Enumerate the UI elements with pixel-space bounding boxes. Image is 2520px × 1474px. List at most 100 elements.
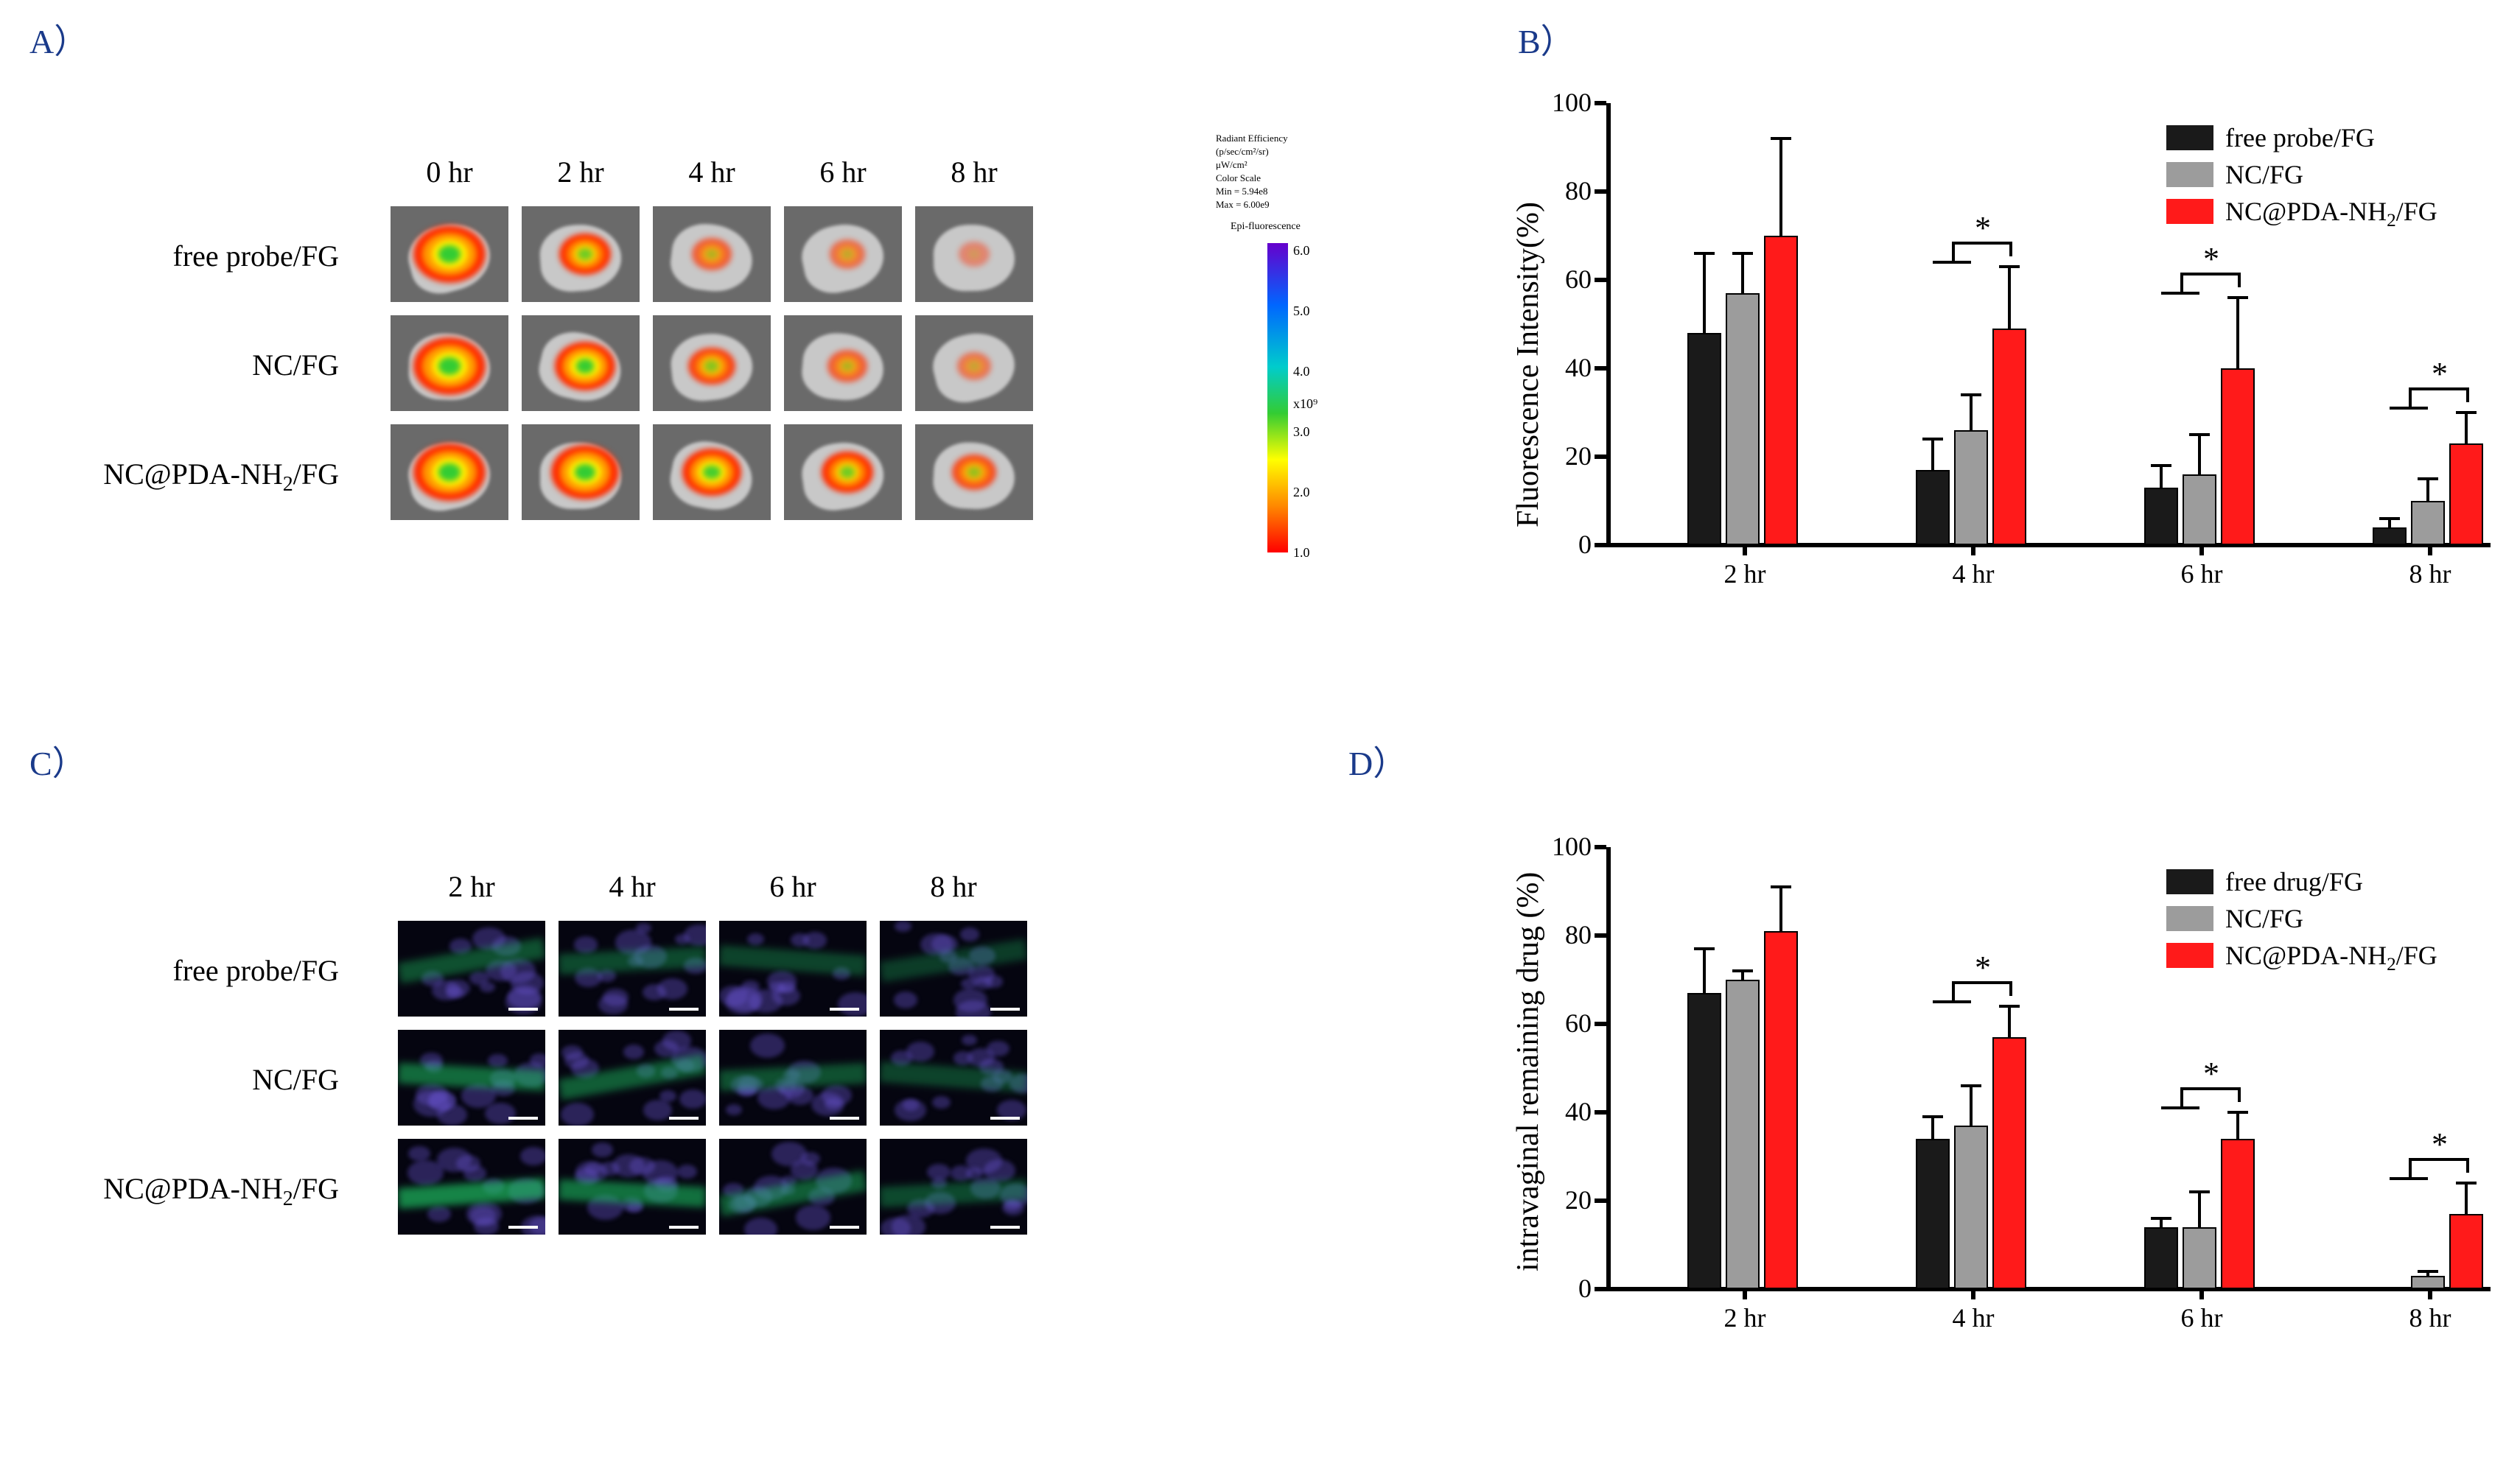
panelC-cell-r0-c1 bbox=[559, 921, 706, 1017]
legend-swatch-1 bbox=[2166, 906, 2213, 931]
panelC-row-label-0: free probe/FG bbox=[88, 953, 339, 988]
sig-star-g3: * bbox=[2432, 1126, 2448, 1163]
bar-NC@PDA-NH₂/FG-4 hr bbox=[1992, 329, 2026, 545]
panelA-cell-r2-c3 bbox=[784, 424, 902, 520]
panel-b-chart: 020406080100Fluorescence Intensity(%)2 h… bbox=[1474, 52, 2491, 685]
colorbar-unit-1: (p/sec/cm²/sr) bbox=[1216, 146, 1269, 158]
panelA-cell-r1-c0 bbox=[391, 315, 508, 411]
panelC-cell-r0-c0 bbox=[398, 921, 545, 1017]
panel-a: 0 hr2 hr4 hr6 hr8 hr free probe/FGNC/FGN… bbox=[44, 52, 1444, 685]
panel-label-c: C） bbox=[29, 737, 86, 785]
panel-c: 2 hr4 hr6 hr8 hr free probe/FGNC/FGNC@PD… bbox=[44, 781, 1297, 1429]
panelC-cell-r2-c0 bbox=[398, 1139, 545, 1235]
sig-star-g2: * bbox=[2203, 240, 2219, 278]
sig-star-g2: * bbox=[2203, 1055, 2219, 1092]
panelC-cell-r2-c1 bbox=[559, 1139, 706, 1235]
sig-star-g1: * bbox=[1975, 949, 1991, 986]
bar-free probe/FG-2 hr bbox=[1687, 333, 1721, 545]
panelC-cell-r1-c1 bbox=[559, 1030, 706, 1126]
bar-NC@PDA-NH₂/FG-6 hr bbox=[2221, 1139, 2255, 1289]
bar-NC@PDA-NH₂/FG-8 hr bbox=[2449, 1214, 2483, 1289]
sig-star-g3: * bbox=[2432, 355, 2448, 393]
legend-swatch-2 bbox=[2166, 943, 2213, 968]
legend-text-2: NC@PDA-NH2/FG bbox=[2225, 196, 2437, 231]
colorbar-unit-4: Min = 5.94e8 bbox=[1216, 186, 1268, 197]
panelA-cell-r2-c4 bbox=[915, 424, 1033, 520]
panelA-cell-r2-c1 bbox=[522, 424, 640, 520]
x-label-2 hr: 2 hr bbox=[1665, 1302, 1824, 1333]
x-label-2 hr: 2 hr bbox=[1665, 558, 1824, 589]
bar-free drug/FG-2 hr bbox=[1687, 993, 1721, 1289]
panelC-cell-r1-c3 bbox=[880, 1030, 1027, 1126]
panelA-col-0: 0 hr bbox=[391, 155, 508, 189]
x-label-4 hr: 4 hr bbox=[1894, 1302, 2053, 1333]
panelC-cell-r1-c0 bbox=[398, 1030, 545, 1126]
y-tick-100: 100 bbox=[1533, 831, 1592, 862]
legend-text-1: NC/FG bbox=[2225, 903, 2303, 934]
panelC-col-0: 2 hr bbox=[398, 869, 545, 904]
legend-swatch-2 bbox=[2166, 199, 2213, 224]
colorbar-tick-1: 5.0 bbox=[1293, 303, 1310, 319]
legend-swatch-0 bbox=[2166, 125, 2213, 150]
y-tick-100: 100 bbox=[1533, 87, 1592, 118]
panelA-cell-r1-c4 bbox=[915, 315, 1033, 411]
colorbar bbox=[1267, 243, 1288, 552]
colorbar-unit-3: Color Scale bbox=[1216, 172, 1261, 184]
bar-free drug/FG-6 hr bbox=[2144, 1227, 2178, 1289]
bar-NC@PDA-NH₂/FG-2 hr bbox=[1764, 931, 1798, 1289]
colorbar-title: Epi-fluorescence bbox=[1231, 221, 1301, 233]
legend-text-0: free probe/FG bbox=[2225, 122, 2375, 153]
colorbar-unit-2: μW/cm² bbox=[1216, 159, 1247, 171]
panelC-cell-r0-c3 bbox=[880, 921, 1027, 1017]
x-label-8 hr: 8 hr bbox=[2351, 558, 2510, 589]
bar-NC/FG-4 hr bbox=[1954, 430, 1988, 545]
legend-text-1: NC/FG bbox=[2225, 159, 2303, 190]
panelA-cell-r0-c1 bbox=[522, 206, 640, 302]
colorbar-tick-4: 2.0 bbox=[1293, 485, 1310, 500]
y-axis-title: intravaginal remaining drug (%) bbox=[1511, 872, 1546, 1271]
panelA-col-1: 2 hr bbox=[522, 155, 640, 189]
panel-d-chart: 020406080100intravaginal remaining drug … bbox=[1474, 796, 2491, 1429]
bar-free probe/FG-6 hr bbox=[2144, 488, 2178, 545]
bar-NC/FG-8 hr bbox=[2411, 501, 2445, 545]
bar-NC/FG-4 hr bbox=[1954, 1126, 1988, 1289]
bar-NC/FG-2 hr bbox=[1726, 980, 1760, 1289]
panelA-row-label-1: NC/FG bbox=[88, 348, 339, 382]
bar-NC@PDA-NH₂/FG-2 hr bbox=[1764, 236, 1798, 545]
panelA-cell-r0-c2 bbox=[653, 206, 771, 302]
panelA-col-3: 6 hr bbox=[784, 155, 902, 189]
sig-star-g1: * bbox=[1975, 209, 1991, 247]
x-label-6 hr: 6 hr bbox=[2122, 558, 2281, 589]
panelC-row-label-2: NC@PDA-NH2/FG bbox=[88, 1171, 339, 1211]
colorbar-unit-0: Radiant Efficiency bbox=[1216, 133, 1288, 144]
panelC-cell-r1-c2 bbox=[719, 1030, 867, 1126]
panelA-row-label-2: NC@PDA-NH2/FG bbox=[88, 457, 339, 496]
legend-text-0: free drug/FG bbox=[2225, 866, 2363, 897]
panelA-row-label-0: free probe/FG bbox=[88, 239, 339, 273]
x-label-8 hr: 8 hr bbox=[2351, 1302, 2510, 1333]
legend-text-2: NC@PDA-NH2/FG bbox=[2225, 940, 2437, 975]
panelC-cell-r2-c3 bbox=[880, 1139, 1027, 1235]
bar-free probe/FG-4 hr bbox=[1916, 470, 1950, 545]
bar-NC/FG-8 hr bbox=[2411, 1276, 2445, 1289]
bar-NC/FG-6 hr bbox=[2183, 474, 2216, 545]
bar-NC@PDA-NH₂/FG-6 hr bbox=[2221, 368, 2255, 545]
legend-swatch-0 bbox=[2166, 869, 2213, 894]
panelC-cell-r2-c2 bbox=[719, 1139, 867, 1235]
panelA-cell-r0-c4 bbox=[915, 206, 1033, 302]
x-label-4 hr: 4 hr bbox=[1894, 558, 2053, 589]
bar-NC/FG-6 hr bbox=[2183, 1227, 2216, 1289]
legend-swatch-1 bbox=[2166, 162, 2213, 187]
bar-free probe/FG-8 hr bbox=[2373, 527, 2407, 545]
colorbar-tick-3: 3.0 bbox=[1293, 424, 1310, 440]
colorbar-unit-5: Max = 6.00e9 bbox=[1216, 199, 1270, 211]
y-axis-title: Fluorescence Intensity(%) bbox=[1511, 202, 1546, 527]
colorbar-exp: x10⁹ bbox=[1293, 396, 1317, 412]
panelC-col-1: 4 hr bbox=[559, 869, 706, 904]
panelC-col-2: 6 hr bbox=[719, 869, 867, 904]
panelC-col-3: 8 hr bbox=[880, 869, 1027, 904]
panelA-cell-r1-c3 bbox=[784, 315, 902, 411]
colorbar-tick-2: 4.0 bbox=[1293, 364, 1310, 379]
bar-NC@PDA-NH₂/FG-8 hr bbox=[2449, 443, 2483, 545]
panel-label-d: D） bbox=[1348, 737, 1407, 785]
